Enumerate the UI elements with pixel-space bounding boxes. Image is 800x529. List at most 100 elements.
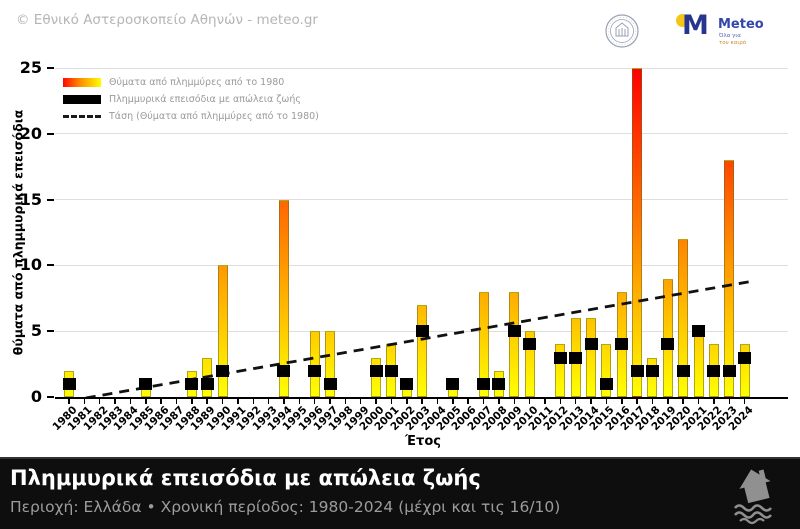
x-tick-mark-2008 [498, 399, 500, 404]
victims-bar-2019 [662, 278, 673, 397]
x-tick-mark-2001 [390, 399, 393, 404]
episodes-marker-2016 [615, 338, 629, 351]
episodes-marker-2015 [599, 377, 613, 390]
x-tick-mark-1990 [221, 399, 224, 404]
victims-bar-2010 [524, 331, 535, 397]
victims-bar-2023 [724, 160, 735, 397]
victims-bar-2015 [601, 344, 612, 397]
meteo-logo-tagline-2: τον καιρό [719, 40, 747, 46]
episodes-marker-2008 [492, 377, 506, 390]
x-tick-mark-2017 [636, 399, 638, 404]
episodes-marker-2000 [369, 364, 383, 377]
x-tick-mark-1985 [145, 399, 147, 404]
episodes-marker-2002 [400, 377, 414, 390]
meteo-logo-dot-icon [676, 14, 689, 27]
observatory-seal-icon [605, 14, 639, 48]
meteo-logo-tagline-1: Όλα για [719, 33, 741, 39]
y-tick-label-20: 20 [19, 123, 42, 143]
episodes-marker-2001 [384, 364, 398, 377]
legend-label-episodes: Πλημμυρικά επεισόδια με απώλεια ζωής [109, 94, 301, 105]
x-tick-mark-1980 [68, 399, 70, 404]
gridline-20 [55, 133, 788, 135]
x-tick-mark-2002 [406, 399, 408, 404]
x-tick-mark-2023 [728, 399, 730, 404]
victims-bar-1996 [309, 331, 320, 397]
gridline-15 [55, 199, 788, 201]
episodes-marker-1985 [139, 377, 153, 390]
dashed-line-swatch-icon [63, 115, 101, 118]
x-tick-mark-1994 [283, 399, 285, 404]
x-tick-mark-2007 [482, 399, 485, 404]
x-tick-mark-1987 [175, 399, 178, 404]
x-tick-mark-2014 [590, 399, 592, 404]
victims-bar-2017 [632, 68, 643, 397]
x-tick-mark-2003 [421, 399, 423, 404]
x-tick-mark-2024 [743, 399, 746, 404]
victims-bar-1990 [217, 265, 228, 397]
meteo-logo-name: Meteo [718, 17, 764, 32]
legend-label-victims: Θύματα από πλημμύρες από το 1980 [109, 77, 285, 88]
y-tick-mark-0 [47, 396, 54, 398]
y-tick-label-15: 15 [19, 189, 42, 209]
episodes-marker-1990 [216, 364, 230, 377]
x-tick-mark-2015 [605, 399, 608, 404]
episodes-marker-2013 [569, 351, 583, 364]
victims-bar-2024 [739, 344, 750, 397]
y-tick-label-25: 25 [19, 58, 42, 77]
victims-bar-1994 [278, 199, 289, 397]
episodes-marker-2007 [477, 377, 491, 390]
x-tick-mark-1996 [313, 399, 316, 404]
episodes-marker-2024 [738, 351, 752, 364]
copyright-text: © Εθνικό Αστεροσκοπείο Αθηνών - meteo.gr [16, 12, 318, 28]
episodes-marker-2021 [692, 325, 706, 338]
y-tick-mark-5 [47, 330, 54, 333]
x-tick-mark-1984 [129, 399, 132, 404]
x-tick-mark-2019 [667, 399, 669, 404]
footer-title: Πλημμυρικά επεισόδια με απώλεια ζωής [10, 466, 481, 490]
trend-line [83, 279, 753, 397]
x-tick-mark-1993 [267, 399, 270, 404]
meteo-logo-m-icon: M [682, 10, 709, 41]
y-tick-mark-25 [47, 67, 54, 69]
x-tick-mark-2020 [682, 399, 684, 404]
x-tick-mark-2005 [452, 399, 454, 404]
legend-item-victims: Θύματα από πλημμύρες από το 1980 [63, 74, 319, 91]
x-tick-mark-2018 [651, 399, 654, 404]
episodes-marker-2012 [553, 351, 567, 364]
legend-label-trend: Τάση (Θύματα από πλημμύρες από το 1980) [109, 111, 319, 122]
x-tick-mark-1997 [329, 399, 331, 404]
episodes-marker-1997 [323, 377, 337, 390]
victims-bar-2018 [647, 357, 658, 397]
episodes-marker-2022 [707, 364, 721, 377]
x-tick-mark-2012 [559, 399, 562, 404]
x-tick-mark-1991 [237, 399, 239, 404]
y-tick-mark-15 [47, 198, 54, 201]
episodes-marker-2023 [722, 364, 736, 377]
victims-bar-2009 [509, 291, 520, 397]
black-bar-swatch-icon [63, 95, 101, 104]
victims-bar-2000 [371, 357, 382, 397]
x-tick-mark-1995 [298, 399, 301, 404]
victims-bar-2020 [678, 239, 689, 397]
x-tick-mark-1999 [359, 399, 362, 404]
x-tick-mark-1986 [160, 399, 162, 404]
x-tick-mark-2009 [513, 399, 516, 404]
x-tick-mark-2021 [697, 399, 700, 404]
flooded-house-icon [733, 469, 773, 525]
episodes-marker-1989 [200, 377, 214, 390]
x-tick-mark-2022 [713, 399, 715, 404]
legend-item-episodes: Πλημμυρικά επεισόδια με απώλεια ζωής [63, 91, 319, 108]
episodes-marker-2017 [630, 364, 644, 377]
episodes-marker-2018 [645, 364, 659, 377]
legend-item-trend: Τάση (Θύματα από πλημμύρες από το 1980) [63, 108, 319, 125]
victims-bar-2003 [417, 304, 428, 397]
episodes-marker-1988 [185, 377, 199, 390]
x-tick-mark-1981 [83, 399, 86, 404]
episodes-marker-1994 [277, 364, 291, 377]
x-tick-mark-2013 [574, 399, 577, 404]
episodes-marker-2009 [507, 325, 521, 338]
victims-bar-2012 [555, 344, 566, 397]
x-tick-mark-1998 [344, 399, 347, 404]
chart-plot-area: Θύματα από πλημμύρες από το 1980 Πλημμυρ… [55, 68, 788, 399]
